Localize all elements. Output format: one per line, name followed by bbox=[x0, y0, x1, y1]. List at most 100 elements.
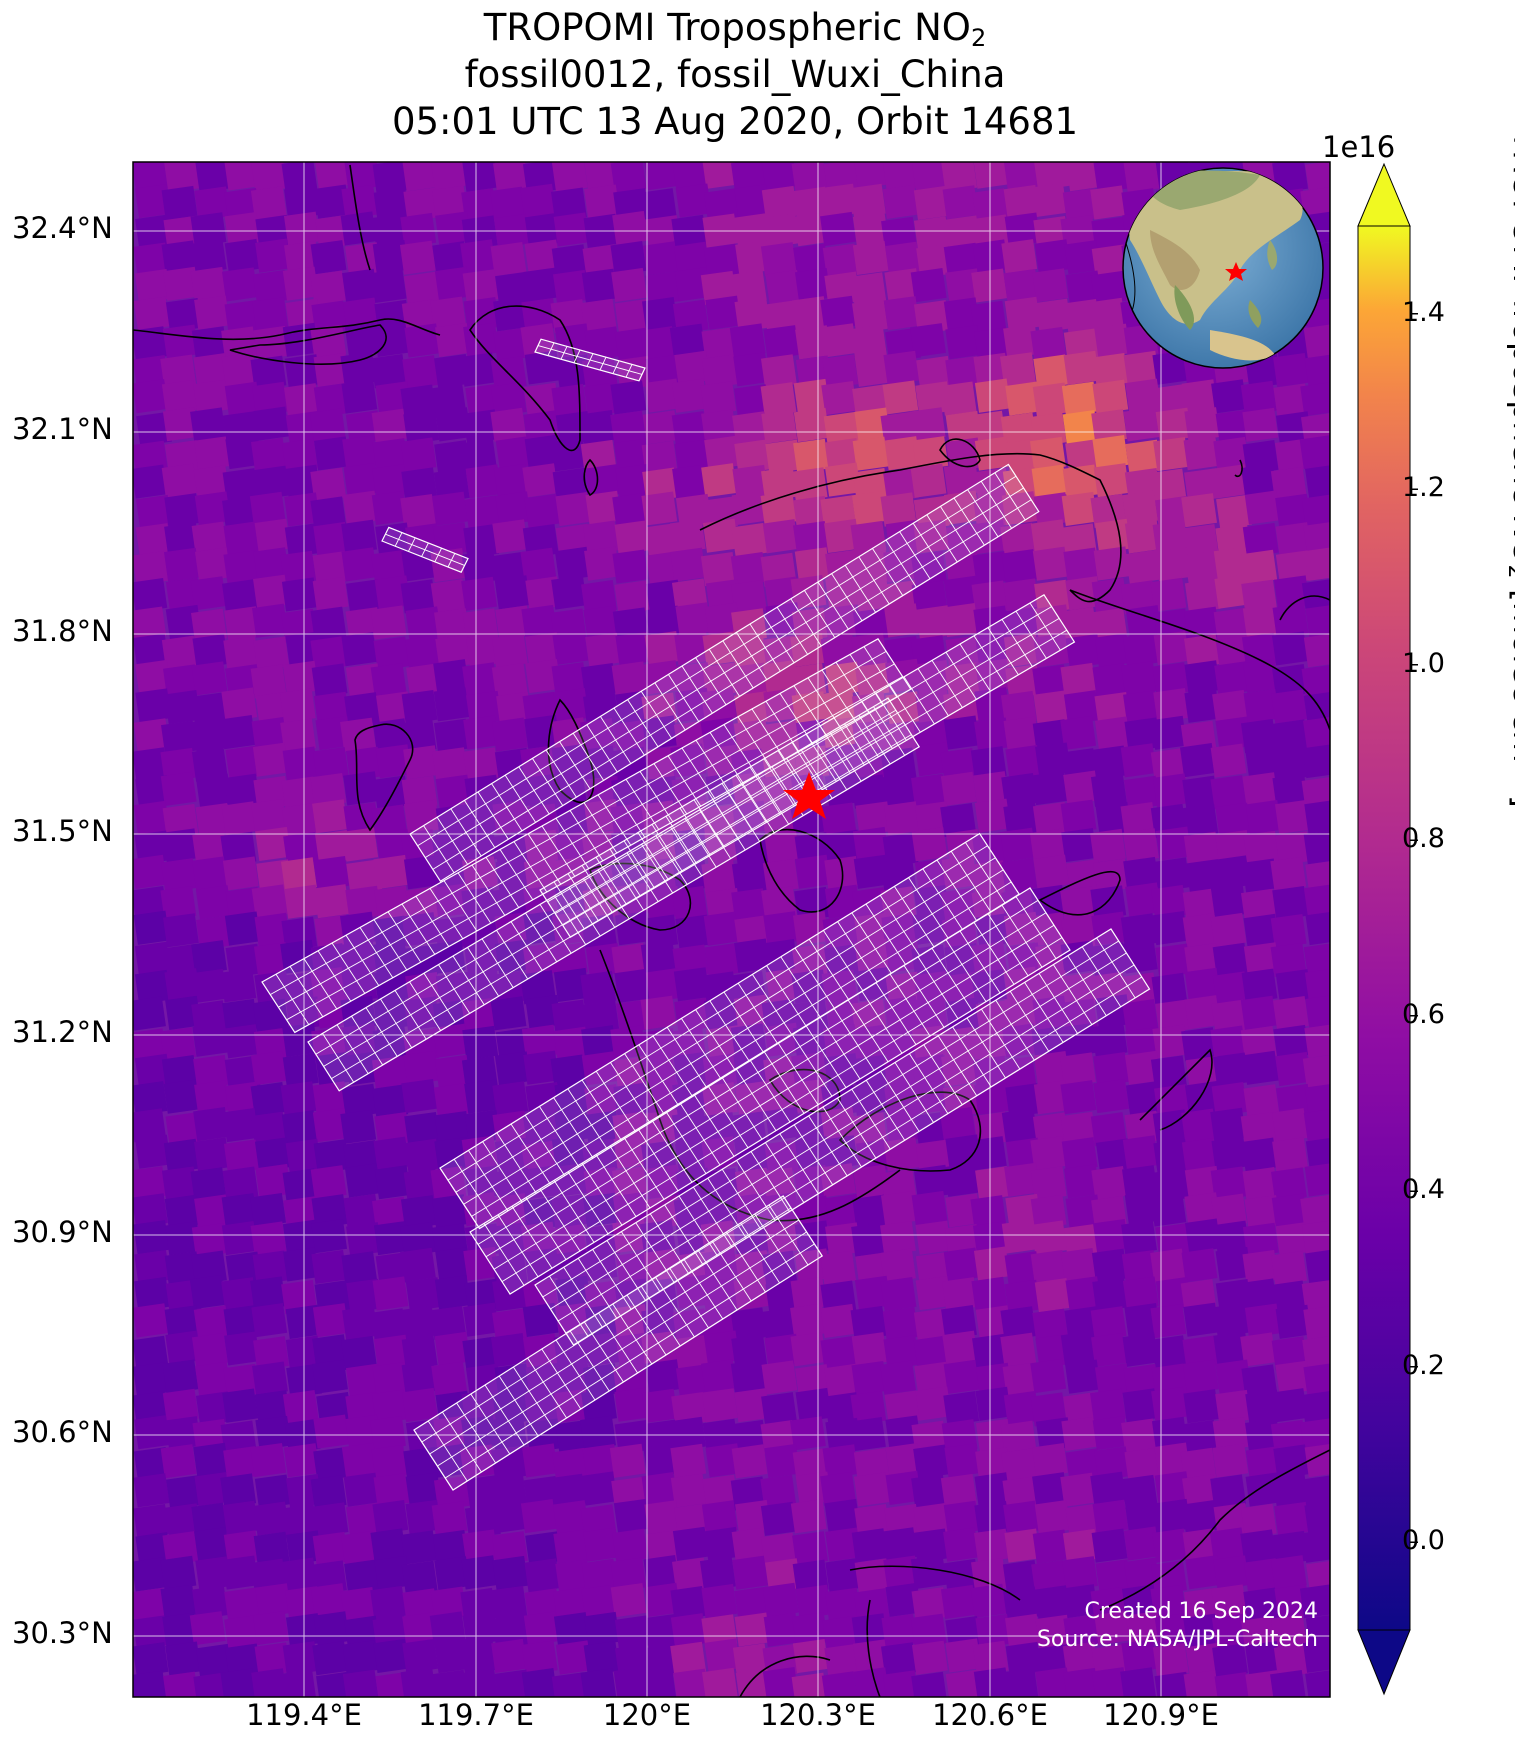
no2-pixel bbox=[760, 1474, 797, 1509]
no2-pixel-layer bbox=[133, 162, 1330, 1697]
no2-pixel bbox=[1303, 942, 1330, 977]
no2-pixel bbox=[1062, 1584, 1098, 1619]
no2-pixel bbox=[406, 663, 442, 698]
no2-pixel bbox=[1244, 1303, 1281, 1338]
no2-pixel bbox=[944, 1443, 981, 1478]
no2-pixel bbox=[885, 1415, 922, 1450]
no2-pixel bbox=[1003, 324, 1039, 359]
no2-pixel bbox=[282, 266, 319, 301]
footprint-line bbox=[736, 1160, 776, 1221]
no2-pixel bbox=[370, 605, 407, 640]
no2-pixel bbox=[1242, 1050, 1279, 1085]
footprint-line bbox=[752, 974, 793, 1036]
no2-pixel bbox=[494, 1363, 531, 1398]
no2-pixel bbox=[1121, 1220, 1157, 1255]
no2-pixel bbox=[372, 162, 409, 195]
no2-pixel bbox=[1275, 1360, 1312, 1395]
footprint-swath bbox=[413, 1195, 824, 1491]
no2-pixel bbox=[1031, 1220, 1067, 1255]
no2-pixel bbox=[430, 1305, 467, 1341]
no2-pixel bbox=[764, 1443, 801, 1478]
no2-pixel bbox=[970, 1136, 1007, 1171]
no2-pixel bbox=[881, 1527, 918, 1562]
no2-pixel bbox=[190, 576, 227, 611]
no2-pixel bbox=[1091, 409, 1128, 444]
no2-pixel bbox=[280, 939, 316, 974]
no2-pixel bbox=[550, 187, 587, 222]
no2-pixel bbox=[916, 243, 953, 279]
no2-pixel bbox=[610, 241, 647, 276]
no2-pixel bbox=[1034, 239, 1071, 274]
no2-pixel bbox=[1214, 1672, 1251, 1697]
no2-pixel bbox=[644, 1613, 681, 1648]
no2-pixel bbox=[553, 212, 590, 247]
no2-pixel bbox=[221, 801, 258, 836]
no2-pixel bbox=[312, 1303, 349, 1338]
no2-pixel bbox=[221, 267, 258, 302]
no2-pixel bbox=[281, 803, 318, 838]
no2-pixel bbox=[584, 1110, 621, 1145]
no2-pixel bbox=[853, 1164, 889, 1199]
no2-pixel bbox=[525, 1363, 562, 1398]
no2-pixel bbox=[431, 1669, 468, 1697]
no2-pixel bbox=[1121, 661, 1157, 696]
no2-pixel bbox=[1029, 828, 1066, 863]
no2-pixel bbox=[1065, 1359, 1101, 1394]
footprint-line bbox=[721, 1076, 763, 1140]
footprint-line bbox=[483, 1223, 525, 1286]
no2-pixel bbox=[164, 1194, 201, 1229]
no2-pixel bbox=[763, 688, 800, 723]
no2-pixel bbox=[609, 1443, 646, 1478]
footprint-line bbox=[537, 345, 643, 375]
no2-pixel bbox=[133, 1220, 170, 1255]
no2-pixel bbox=[370, 268, 407, 303]
footprint-line bbox=[995, 999, 1035, 1061]
no2-pixel bbox=[850, 1416, 886, 1452]
footprint-line bbox=[542, 940, 1119, 1298]
no2-pixel bbox=[165, 1221, 202, 1256]
no2-pixel bbox=[732, 411, 768, 446]
no2-pixel bbox=[403, 187, 440, 222]
footprint-line bbox=[592, 1249, 632, 1310]
no2-pixel bbox=[1275, 522, 1312, 557]
no2-pixel bbox=[1304, 353, 1330, 389]
no2-pixel bbox=[1029, 436, 1066, 472]
no2-pixel bbox=[1275, 1221, 1312, 1257]
no2-pixel bbox=[1150, 748, 1187, 783]
no2-pixel bbox=[1065, 439, 1102, 474]
no2-pixel bbox=[911, 944, 948, 979]
footprint-line bbox=[750, 1151, 790, 1212]
no2-pixel bbox=[220, 1473, 257, 1508]
no2-pixel bbox=[1030, 1136, 1067, 1171]
no2-pixel bbox=[495, 491, 532, 526]
no2-pixel bbox=[313, 352, 350, 388]
no2-pixel bbox=[880, 858, 917, 893]
no2-pixel bbox=[283, 240, 320, 276]
no2-pixel bbox=[340, 1335, 377, 1370]
no2-pixel bbox=[971, 520, 1008, 555]
no2-pixel bbox=[1094, 716, 1131, 751]
no2-pixel bbox=[164, 493, 201, 528]
footprint-line bbox=[945, 939, 987, 1002]
no2-pixel bbox=[912, 910, 949, 945]
no2-pixel bbox=[1243, 942, 1280, 977]
no2-pixel bbox=[915, 1386, 952, 1421]
no2-pixel bbox=[462, 1025, 499, 1060]
no2-pixel bbox=[674, 1139, 711, 1174]
no2-pixel bbox=[1212, 942, 1249, 977]
no2-pixel bbox=[401, 1360, 438, 1395]
no2-pixel bbox=[311, 663, 348, 698]
no2-pixel bbox=[313, 855, 350, 891]
no2-pixel bbox=[553, 269, 589, 305]
no2-pixel bbox=[430, 548, 467, 583]
no2-pixel bbox=[465, 464, 502, 499]
no2-pixel bbox=[400, 719, 437, 754]
no2-pixel bbox=[645, 215, 681, 250]
no2-pixel bbox=[340, 1586, 377, 1622]
footprint-line bbox=[577, 1258, 618, 1319]
no2-pixel bbox=[703, 188, 740, 223]
no2-pixel bbox=[522, 1302, 559, 1337]
no2-pixel bbox=[525, 1531, 562, 1566]
no2-pixel bbox=[310, 270, 347, 305]
footprint-line bbox=[421, 1207, 792, 1443]
